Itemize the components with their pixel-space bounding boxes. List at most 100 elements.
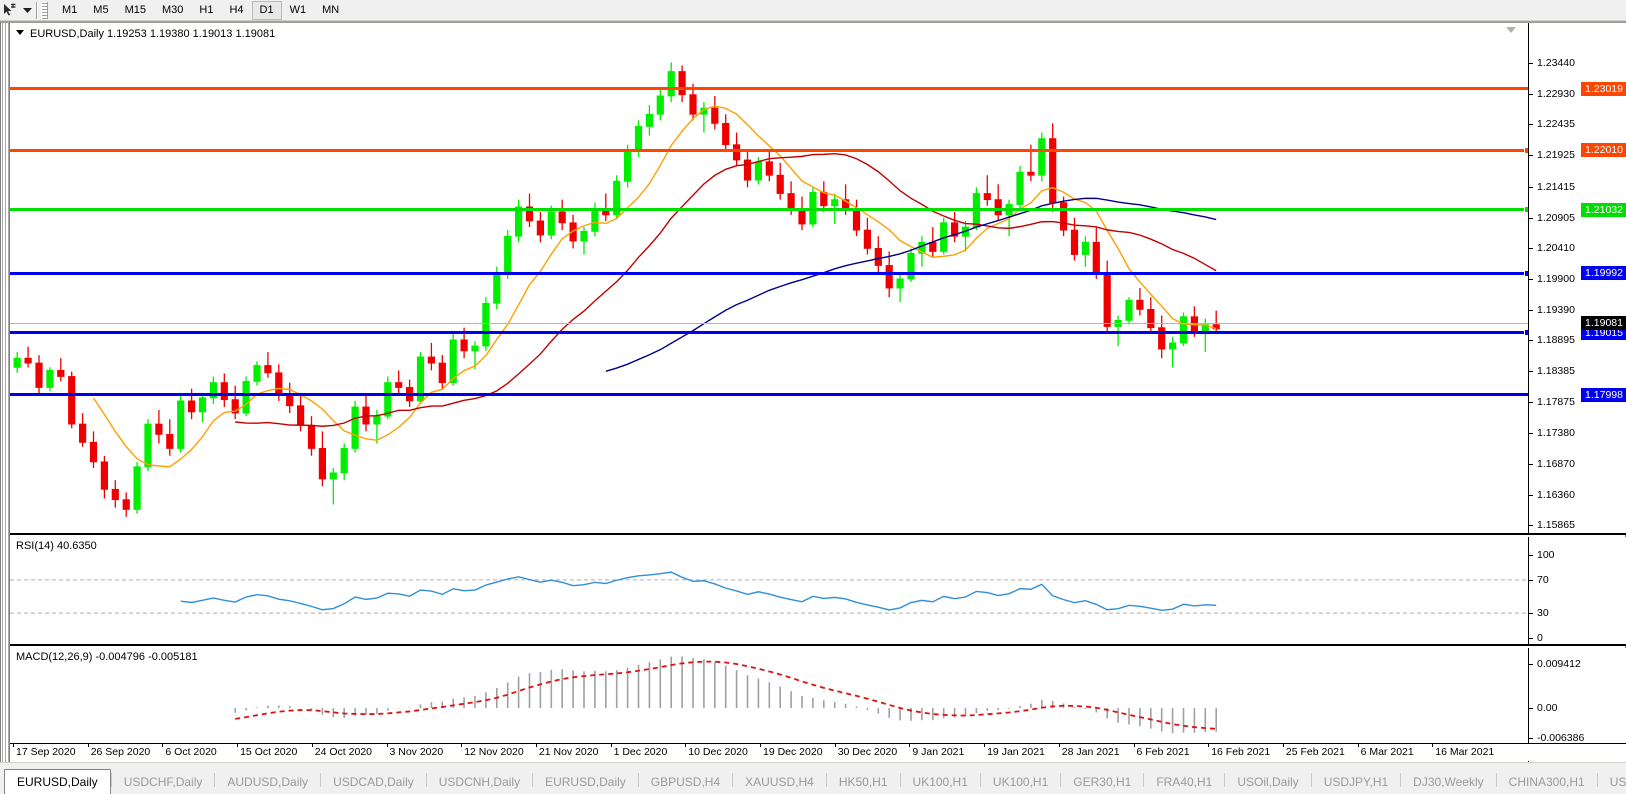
price-axis-tick: 1.19900 (1529, 273, 1575, 285)
price-level-line-pivot[interactable] (10, 206, 1528, 214)
date-axis-tick: 1 Dec 2020 (610, 743, 668, 758)
timeframe-button-m15[interactable]: M15 (124, 4, 146, 16)
tab-divider (732, 772, 734, 787)
date-axis-tick: 3 Nov 2020 (386, 743, 444, 758)
macd-axis-tick: 0.009412 (1529, 658, 1581, 670)
chart-tab-eurusd-daily[interactable]: EURUSD,Daily (545, 775, 626, 789)
timeframe-button-w1[interactable]: W1 (289, 4, 307, 16)
date-axis-tick: 30 Dec 2020 (834, 743, 898, 758)
chart-tab-xauusd-h4[interactable]: XAUUSD,H4 (745, 775, 814, 789)
price-axis-tick: 1.19390 (1529, 304, 1575, 316)
chart-tab-usdchf-daily[interactable]: USDCHF,Daily (123, 775, 203, 789)
macd-plot[interactable] (10, 648, 1528, 762)
price-axis-tick: 1.17380 (1529, 427, 1575, 439)
chart-tab-uk100-h1[interactable]: UK100,H1 (992, 775, 1049, 789)
date-axis-tick: 21 Nov 2020 (535, 743, 599, 758)
date-axis-tick: 24 Oct 2020 (311, 743, 373, 758)
timeframe-button-h1[interactable]: H1 (199, 4, 214, 16)
crosshair-cursor-icon[interactable] (0, 1, 20, 20)
price-plot[interactable] (10, 23, 1528, 533)
price-level-tag[interactable]: 1.21032 (1581, 202, 1626, 217)
date-axis-tick: 12 Nov 2020 (461, 743, 524, 758)
chart-tab-gbpusd-h4[interactable]: GBPUSD,H4 (650, 775, 721, 789)
tab-divider (1400, 772, 1402, 787)
macd-svg (234, 656, 1217, 734)
price-level-tag[interactable]: 1.22010 (1581, 143, 1626, 158)
chart-tab-eurusd-daily[interactable]: EURUSD,Daily (4, 769, 111, 794)
price-level-anchor[interactable] (1524, 146, 1528, 154)
price-level-tag[interactable]: 1.19992 (1581, 266, 1626, 281)
price-level-line-resistance[interactable] (10, 87, 1528, 91)
tab-divider (110, 772, 112, 787)
chart-tab-audusd-daily[interactable]: AUDUSD,Daily (227, 775, 309, 789)
rsi-plot[interactable] (10, 537, 1528, 644)
chart-tab-dj30-weekly[interactable]: DJ30,Weekly (1413, 775, 1484, 789)
price-axis[interactable]: 1.23440 1.22930 1.22435 1.21925 1.21415 1.209… (1528, 23, 1626, 533)
toolbar-separator (36, 1, 38, 19)
chart-tab-usdcnh-daily[interactable]: USDCNH,Daily (438, 775, 521, 789)
rsi-pane[interactable]: RSI(14) 40.6350 100 70 30 0 (10, 537, 1626, 646)
chart-left-grip[interactable] (1, 23, 10, 762)
price-axis-tick: 1.17875 (1529, 396, 1575, 408)
chevron-down-icon[interactable] (20, 1, 34, 20)
tab-divider (425, 772, 427, 787)
price-axis-tick: 1.16870 (1529, 458, 1575, 470)
tab-divider (1224, 772, 1226, 787)
price-level-line-support[interactable] (10, 329, 1528, 337)
candlestick-svg (13, 62, 1220, 517)
chart-canvas-area[interactable]: EURUSD,Daily 1.19253 1.19380 1.19013 1.1… (0, 21, 1626, 762)
chart-tab-uso[interactable]: USO (1609, 775, 1626, 789)
pane-resize-handle[interactable] (1506, 27, 1516, 33)
price-level-anchor[interactable] (1524, 329, 1528, 337)
date-axis[interactable]: 17 Sep 2020 26 Sep 2020 6 Oct 2020 15 Oct 2… (10, 743, 1626, 761)
date-axis-tick: 6 Mar 2021 (1357, 743, 1414, 758)
chart-tab-china300-h1[interactable]: CHINA300,H1 (1508, 775, 1585, 789)
date-axis-tick: 6 Oct 2020 (162, 743, 217, 758)
rsi-axis: 100 70 30 0 (1528, 537, 1626, 644)
price-axis-tick: 1.18385 (1529, 365, 1575, 377)
tab-divider (1310, 772, 1312, 787)
tab-divider (899, 772, 901, 787)
timeframe-button-h4[interactable]: H4 (229, 4, 244, 16)
price-level-line-support[interactable] (10, 269, 1528, 277)
timeframe-toolbar: M1 M5 M15 M30 H1 H4 D1 W1 MN (0, 0, 1626, 21)
tab-divider (320, 772, 322, 787)
price-level-anchor[interactable] (1524, 206, 1528, 214)
tab-divider (214, 772, 216, 787)
chart-tab-ger30-h1[interactable]: GER30,H1 (1073, 775, 1132, 789)
tab-divider (1495, 772, 1497, 787)
price-pane[interactable]: EURUSD,Daily 1.19253 1.19380 1.19013 1.1… (10, 23, 1626, 535)
chart-tab-usdcad-daily[interactable]: USDCAD,Daily (333, 775, 414, 789)
rsi-axis-tick: 0 (1529, 632, 1543, 644)
rsi-axis-tick: 70 (1529, 574, 1549, 586)
timeframe-button-d1[interactable]: D1 (251, 0, 282, 20)
price-level-tag[interactable]: 1.23019 (1581, 81, 1626, 96)
collapse-triangle-icon[interactable] (16, 30, 24, 35)
chart-tab-hk50-h1[interactable]: HK50,H1 (838, 775, 888, 789)
chart-tab-usoil-daily[interactable]: USOil,Daily (1237, 775, 1299, 789)
price-level-line-support[interactable] (10, 393, 1528, 397)
date-axis-tick: 16 Mar 2021 (1432, 743, 1495, 758)
price-axis-tick: 1.22435 (1529, 118, 1575, 130)
tab-divider (1596, 772, 1598, 787)
timeframe-button-m5[interactable]: M5 (93, 4, 109, 16)
price-level-tag[interactable]: 1.17998 (1581, 387, 1626, 402)
toolbar-grip[interactable] (41, 1, 48, 19)
tab-divider (1143, 772, 1145, 787)
date-axis-tick: 15 Oct 2020 (237, 743, 298, 758)
timeframe-button-m1[interactable]: M1 (62, 4, 78, 16)
chart-tab-uk100-h1[interactable]: UK100,H1 (912, 775, 968, 789)
price-level-anchor[interactable] (1524, 269, 1528, 277)
chart-tab-usdjpy-h1[interactable]: USDJPY,H1 (1323, 775, 1389, 789)
price-axis-tick: 1.21415 (1529, 181, 1575, 193)
timeframe-button-mn[interactable]: MN (322, 4, 340, 16)
rsi-axis-tick: 30 (1529, 607, 1549, 619)
chart-tab-fra40-h1[interactable]: FRA40,H1 (1156, 775, 1213, 789)
price-level-line-resistance[interactable] (10, 146, 1528, 154)
timeframe-button-m30[interactable]: M30 (161, 4, 184, 16)
date-axis-tick: 28 Jan 2021 (1058, 743, 1120, 758)
macd-axis-tick: -0.006386 (1529, 732, 1584, 744)
price-axis-tick: 1.20410 (1529, 242, 1575, 254)
tab-divider (1060, 772, 1062, 787)
